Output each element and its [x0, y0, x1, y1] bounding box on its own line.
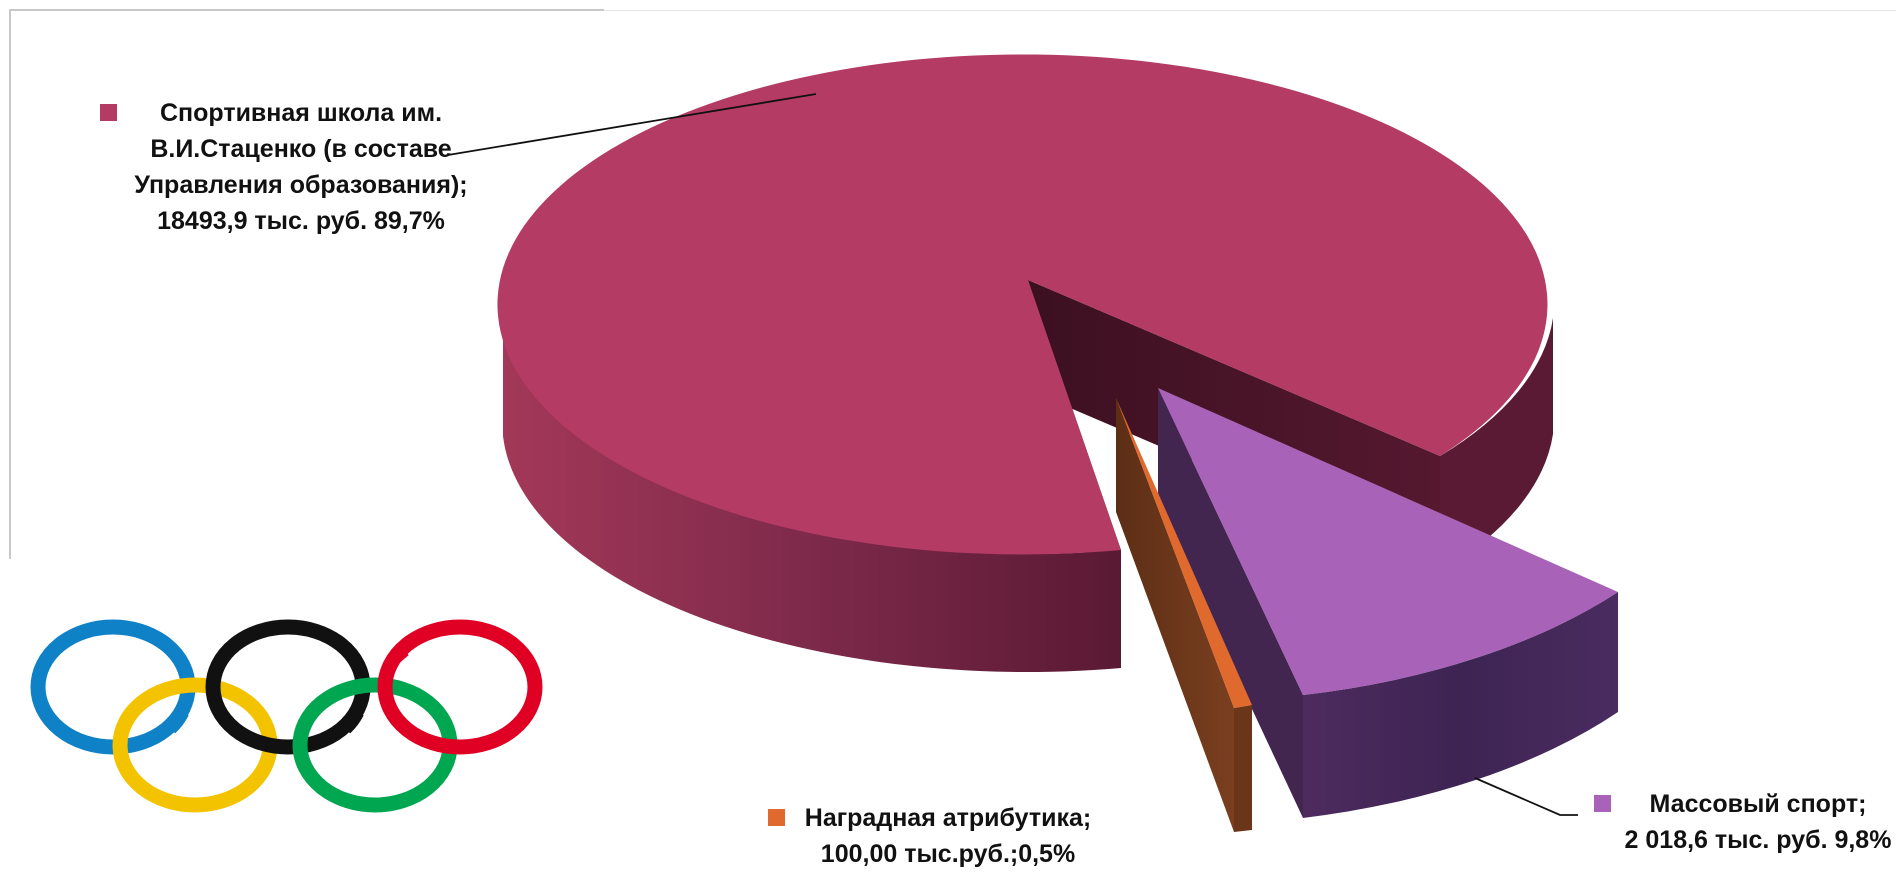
slice-mass-sport-top — [1158, 388, 1618, 695]
slice-award — [1116, 398, 1252, 832]
frame-top-line — [9, 9, 604, 11]
legend-marker-mass-sport — [1594, 795, 1611, 812]
label-sports-school-line-2: В.И.Стаценко (в составе — [150, 135, 452, 163]
slice-mass-sport — [1158, 388, 1618, 818]
slice-mass-sport-inner-side — [1158, 388, 1303, 818]
label-sports-school-line-3: Управления образования); — [134, 171, 468, 199]
slice-award-front — [1234, 705, 1252, 832]
olympic-rings-icon — [30, 619, 543, 813]
label-sports-school-line-1: Спортивная школа им. — [159, 99, 443, 127]
ring-red-overlap-icon — [387, 643, 409, 666]
legend-marker-award — [768, 809, 785, 826]
slice-award-top — [1116, 398, 1252, 708]
label-award-line-2: 100,00 тыс.руб.;0,5% — [820, 840, 1076, 868]
frame-left-line — [9, 9, 11, 559]
ring-blue-overlap-icon — [164, 708, 189, 734]
ring-red-icon — [377, 619, 543, 755]
slice-mass-sport-side — [1303, 592, 1618, 818]
label-sports-school-line-4: 18493,9 тыс. руб. 89,7% — [157, 207, 445, 235]
slice-award-side — [1116, 398, 1234, 832]
slice-sports-school-side — [503, 318, 1121, 673]
legend-marker-sports-school — [100, 104, 117, 121]
label-sports-school: Спортивная школа им. В.И.Стаценко (в сос… — [110, 95, 492, 239]
leader-line-sports-school — [447, 93, 817, 156]
label-mass-sport: Массовый спорт; 2 018,6 тыс. руб. 9,8% — [1620, 786, 1896, 858]
slice-sports-school-top — [497, 54, 1548, 555]
ring-black-overlap-icon — [339, 708, 364, 734]
frame-top-right-line — [604, 10, 1896, 11]
slice-sports-school-side-right — [1440, 318, 1553, 572]
label-mass-sport-line-1: Массовый спорт; — [1649, 790, 1867, 818]
label-award: Наградная атрибутика; 100,00 тыс.руб.;0,… — [790, 800, 1106, 872]
label-award-line-1: Наградная атрибутика; — [804, 804, 1092, 832]
leader-line-mass-sport — [1474, 777, 1578, 816]
label-mass-sport-line-2: 2 018,6 тыс. руб. 9,8% — [1624, 826, 1892, 854]
